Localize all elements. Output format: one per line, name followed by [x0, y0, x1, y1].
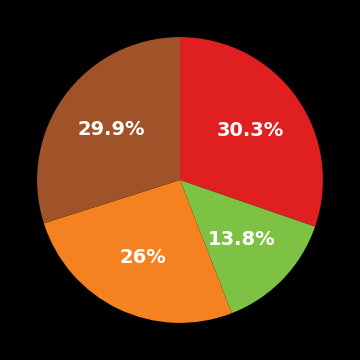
Wedge shape [180, 37, 323, 227]
Text: 26%: 26% [120, 248, 166, 267]
Text: 29.9%: 29.9% [77, 120, 145, 139]
Text: 30.3%: 30.3% [216, 121, 283, 140]
Wedge shape [180, 180, 315, 313]
Text: 13.8%: 13.8% [208, 230, 275, 249]
Wedge shape [44, 180, 232, 323]
Wedge shape [37, 37, 180, 223]
